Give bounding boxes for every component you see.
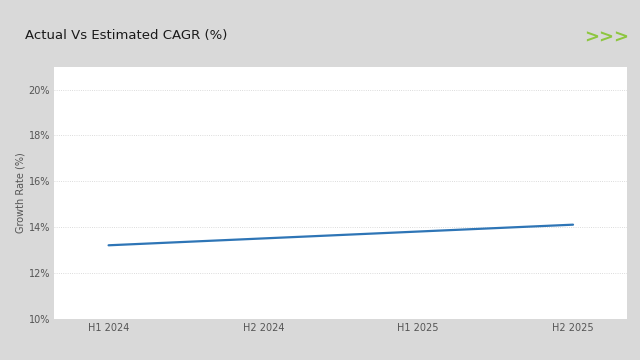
- Y-axis label: Growth Rate (%): Growth Rate (%): [16, 152, 26, 233]
- Text: >>>: >>>: [584, 29, 629, 47]
- Text: Actual Vs Estimated CAGR (%): Actual Vs Estimated CAGR (%): [25, 28, 227, 42]
